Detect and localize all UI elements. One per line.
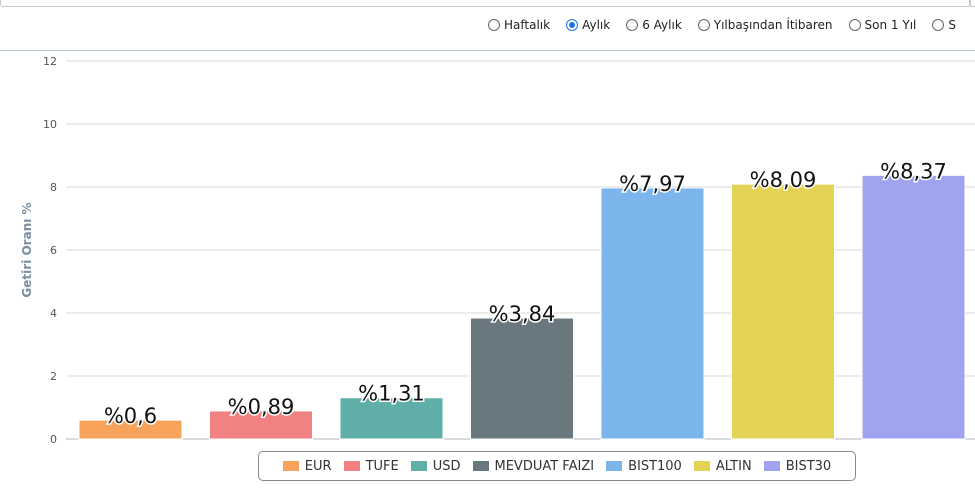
legend-label: EUR bbox=[304, 458, 332, 474]
bar-mevduat-faizi[interactable] bbox=[470, 317, 574, 440]
period-weekly-label: Haftalık bbox=[504, 18, 551, 32]
legend-label: BIST100 bbox=[628, 458, 682, 474]
data-label: %3,84 bbox=[489, 302, 556, 326]
legend-label: USD bbox=[432, 458, 461, 474]
period-6month[interactable]: 6 Aylık bbox=[626, 18, 682, 32]
y-axis-title: Getiri Oranı % bbox=[20, 202, 34, 297]
data-label: %8,09 bbox=[750, 168, 817, 192]
period-weekly[interactable]: Haftalık bbox=[488, 18, 550, 32]
legend-label: ALTIN bbox=[715, 458, 752, 474]
data-label: %8,37 bbox=[880, 159, 947, 183]
data-label: %7,97 bbox=[619, 172, 686, 196]
y-tick-label: 4 bbox=[50, 307, 57, 320]
bar-bist30[interactable] bbox=[861, 174, 966, 440]
period-selector: Haftalık Aylık 6 Aylık Yılbaşından İtiba… bbox=[488, 18, 972, 32]
legend-label: BIST30 bbox=[785, 458, 832, 474]
period-monthly[interactable]: Aylık bbox=[566, 18, 610, 32]
legend-label: TUFE bbox=[365, 458, 399, 474]
radio-monthly[interactable] bbox=[566, 19, 579, 31]
radio-6month[interactable] bbox=[626, 19, 639, 31]
y-axis-ticks: 0 2 4 6 8 10 12 bbox=[43, 55, 57, 446]
data-label: %0,6 bbox=[104, 404, 157, 428]
period-more[interactable]: S bbox=[932, 18, 956, 32]
period-ytd[interactable]: Yılbaşından İtibaren bbox=[697, 18, 833, 32]
legend-item[interactable]: BIST30 bbox=[763, 458, 832, 474]
data-label: %0,89 bbox=[228, 395, 295, 419]
period-1year-label: Son 1 Yıl bbox=[864, 18, 917, 32]
radio-ytd[interactable] bbox=[697, 19, 710, 31]
radio-more[interactable] bbox=[932, 19, 945, 31]
data-label: %1,31 bbox=[358, 382, 425, 406]
legend-item[interactable]: USD bbox=[410, 458, 461, 474]
data-labels: %0,6 %0,89 %1,31 %3,84 %7,97 %8,09 %8,37 bbox=[102, 158, 948, 430]
period-6month-label: 6 Aylık bbox=[642, 18, 682, 32]
legend-label: MEVDUAT FAIZI bbox=[494, 458, 595, 474]
y-tick-label: 6 bbox=[50, 244, 57, 257]
legend-swatch bbox=[282, 461, 299, 471]
y-tick-label: 10 bbox=[43, 118, 57, 131]
period-ytd-label: Yılbaşından İtibaren bbox=[713, 18, 833, 32]
chart-frame bbox=[0, 50, 975, 502]
period-monthly-label: Aylık bbox=[582, 18, 611, 32]
y-tick-label: 2 bbox=[50, 370, 57, 383]
bar-bist100[interactable] bbox=[600, 187, 705, 440]
chart-legend: EUR TUFE USD MEVDUAT FAIZI BIST100 ALTIN BIST3… bbox=[258, 451, 856, 481]
legend-item[interactable]: TUFE bbox=[343, 458, 399, 474]
bar-eur[interactable] bbox=[78, 419, 183, 440]
y-tick-label: 0 bbox=[50, 433, 57, 446]
bars bbox=[78, 174, 966, 440]
period-1year[interactable]: Son 1 Yıl bbox=[848, 18, 917, 32]
legend-item[interactable]: EUR bbox=[282, 458, 332, 474]
period-more-label: S bbox=[948, 18, 956, 32]
legend-swatch bbox=[343, 461, 360, 471]
legend-swatch bbox=[472, 461, 489, 471]
radio-1year[interactable] bbox=[848, 19, 861, 31]
bar-usd[interactable] bbox=[339, 397, 444, 440]
bar-altin[interactable] bbox=[731, 183, 835, 440]
bar-tufe[interactable] bbox=[209, 410, 313, 440]
legend-swatch bbox=[693, 461, 710, 471]
top-input-box-right bbox=[970, 0, 975, 7]
y-tick-label: 8 bbox=[50, 181, 57, 194]
legend-item[interactable]: MEVDUAT FAIZI bbox=[472, 458, 595, 474]
legend-swatch bbox=[410, 461, 427, 471]
radio-weekly[interactable] bbox=[488, 19, 500, 31]
legend-swatch bbox=[763, 461, 780, 471]
top-input-box bbox=[0, 0, 970, 7]
y-tick-label: 12 bbox=[43, 55, 57, 68]
legend-item[interactable]: BIST100 bbox=[606, 459, 682, 474]
legend-swatch bbox=[606, 461, 623, 471]
legend-item[interactable]: ALTIN bbox=[693, 458, 752, 474]
